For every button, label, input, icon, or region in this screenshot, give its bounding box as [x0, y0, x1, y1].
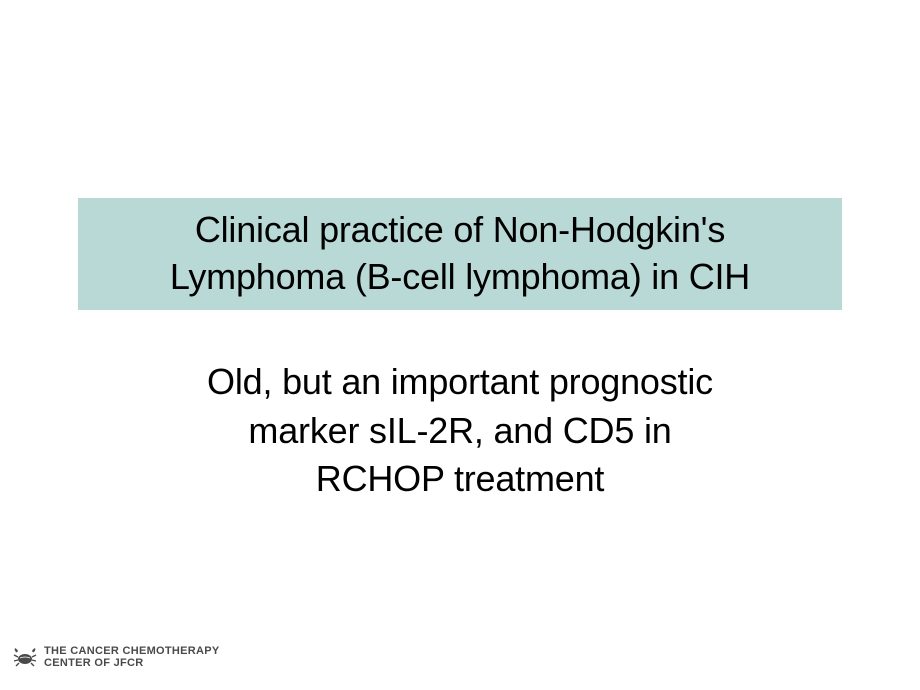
crab-icon [12, 646, 38, 668]
footer-line-2: CENTER OF JFCR [44, 657, 220, 670]
slide: Clinical practice of Non-Hodgkin's Lymph… [0, 0, 920, 690]
subtitle-line-1: Old, but an important prognostic [207, 361, 713, 402]
title-line-1: Clinical practice of Non-Hodgkin's [195, 209, 725, 250]
title-band: Clinical practice of Non-Hodgkin's Lymph… [78, 198, 842, 310]
title-text: Clinical practice of Non-Hodgkin's Lymph… [170, 207, 750, 301]
footer-line-1: THE CANCER CHEMOTHERAPY [44, 645, 220, 658]
footer-logo: THE CANCER CHEMOTHERAPY CENTER OF JFCR [12, 645, 220, 670]
title-line-2: Lymphoma (B-cell lymphoma) in CIH [170, 256, 750, 297]
footer-text: THE CANCER CHEMOTHERAPY CENTER OF JFCR [44, 645, 220, 670]
subtitle-line-2: marker sIL-2R, and CD5 in [248, 410, 671, 451]
subtitle: Old, but an important prognostic marker … [78, 358, 842, 504]
subtitle-line-3: RCHOP treatment [316, 458, 604, 499]
